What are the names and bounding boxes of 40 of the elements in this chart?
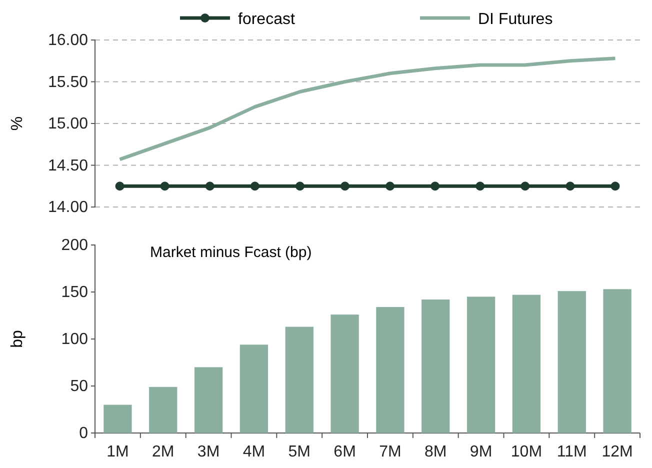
x-tick-label: 2M — [152, 443, 174, 460]
y-tick-label: 14.00 — [48, 199, 88, 216]
x-tick-label: 4M — [242, 443, 266, 460]
y-tick-label: 100 — [61, 331, 88, 348]
y-tick-label: 15.50 — [48, 74, 88, 91]
x-tick-label: 6M — [334, 443, 356, 460]
bar — [149, 386, 178, 433]
bar — [285, 326, 314, 433]
x-tick-label: 5M — [288, 443, 310, 460]
y-tick-label: 16.00 — [48, 32, 88, 50]
bar — [422, 300, 450, 433]
y-tick-label: 14.50 — [48, 157, 88, 174]
bar — [558, 291, 586, 433]
x-tick-label: 8M — [424, 443, 447, 460]
y-axis-title: % — [9, 116, 26, 131]
y-tick-label: 15.00 — [48, 116, 88, 133]
bar — [603, 289, 632, 433]
bar — [330, 314, 359, 433]
y-tick-label: 50 — [70, 378, 88, 396]
x-tick-label: 1M — [106, 443, 129, 460]
bar — [512, 294, 541, 433]
x-tick-label: 10M — [510, 443, 542, 460]
x-tick-label: 7M — [379, 443, 402, 460]
y-tick-label: 150 — [61, 284, 88, 302]
bar — [376, 307, 404, 433]
bar — [194, 367, 223, 433]
y-tick-label: 0 — [79, 425, 88, 442]
line-series — [118, 56, 617, 162]
x-tick-label: 3M — [197, 443, 220, 460]
chart-title: Market minus Fcast (bp) — [150, 244, 312, 261]
x-tick-label: 11M — [556, 443, 587, 460]
bar — [104, 404, 132, 433]
legend-label: DI Futures — [478, 11, 553, 28]
y-tick-label: 200 — [61, 237, 88, 254]
x-tick-label: 9M — [470, 443, 492, 460]
bar — [240, 344, 268, 433]
x-tick-label: 12M — [602, 443, 633, 460]
y-axis-title: bp — [9, 330, 26, 348]
legend-label: forecast — [238, 11, 296, 28]
bar — [466, 296, 496, 433]
